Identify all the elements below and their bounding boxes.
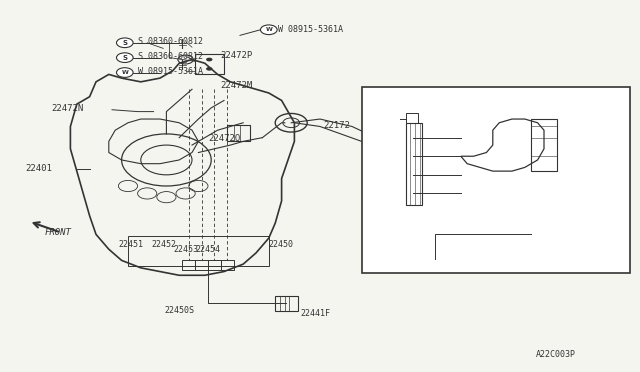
Circle shape: [260, 25, 277, 35]
Bar: [195, 54, 224, 74]
Circle shape: [116, 68, 133, 77]
Text: S 08360-60812: S 08360-60812: [138, 52, 203, 61]
Bar: [182, 260, 195, 270]
Text: 22454: 22454: [195, 246, 220, 254]
Text: 22441F: 22441F: [301, 309, 331, 318]
Text: 22435M: 22435M: [380, 197, 410, 206]
Text: W: W: [122, 70, 128, 75]
Text: 22452: 22452: [152, 240, 177, 249]
Text: 22433: 22433: [448, 95, 475, 104]
Text: 22472N: 22472N: [51, 105, 83, 113]
Text: 22472O: 22472O: [208, 134, 240, 143]
Text: 22472M: 22472M: [221, 81, 253, 90]
Bar: [208, 260, 221, 270]
Text: 22401: 22401: [26, 164, 52, 173]
Text: 22020A: 22020A: [432, 115, 462, 124]
Bar: [227, 125, 250, 141]
Bar: [195, 260, 208, 270]
Bar: [531, 119, 557, 171]
Text: 22433G: 22433G: [380, 210, 410, 219]
Text: 22020N: 22020N: [524, 135, 554, 144]
Bar: [406, 113, 418, 123]
Text: W: W: [266, 27, 272, 32]
Circle shape: [206, 58, 212, 61]
Text: 22472P: 22472P: [221, 51, 253, 60]
Text: S: S: [122, 40, 127, 46]
Circle shape: [206, 67, 212, 71]
Text: 22434: 22434: [387, 184, 412, 193]
Bar: [275, 296, 298, 311]
Bar: [406, 123, 422, 205]
Bar: [362, 87, 630, 273]
Text: 22453: 22453: [173, 246, 198, 254]
Text: 22441A: 22441A: [413, 252, 443, 261]
Text: W 08915-5361A: W 08915-5361A: [278, 25, 344, 34]
Bar: [128, 236, 269, 266]
Circle shape: [116, 53, 133, 62]
Text: 22450: 22450: [269, 240, 294, 249]
Text: W 08915-5361A: W 08915-5361A: [138, 67, 203, 76]
Text: A22C003P: A22C003P: [536, 350, 576, 359]
Text: 22435: 22435: [387, 169, 412, 177]
Text: FRONT: FRONT: [45, 228, 72, 237]
Text: 22450S: 22450S: [164, 306, 195, 315]
Text: 22451: 22451: [118, 240, 143, 249]
Text: 22020A: 22020A: [370, 133, 400, 142]
Text: 22172: 22172: [323, 121, 350, 130]
Text: S 08360-60812: S 08360-60812: [138, 37, 203, 46]
Bar: [221, 260, 234, 270]
Circle shape: [116, 38, 133, 48]
Text: S: S: [122, 55, 127, 61]
